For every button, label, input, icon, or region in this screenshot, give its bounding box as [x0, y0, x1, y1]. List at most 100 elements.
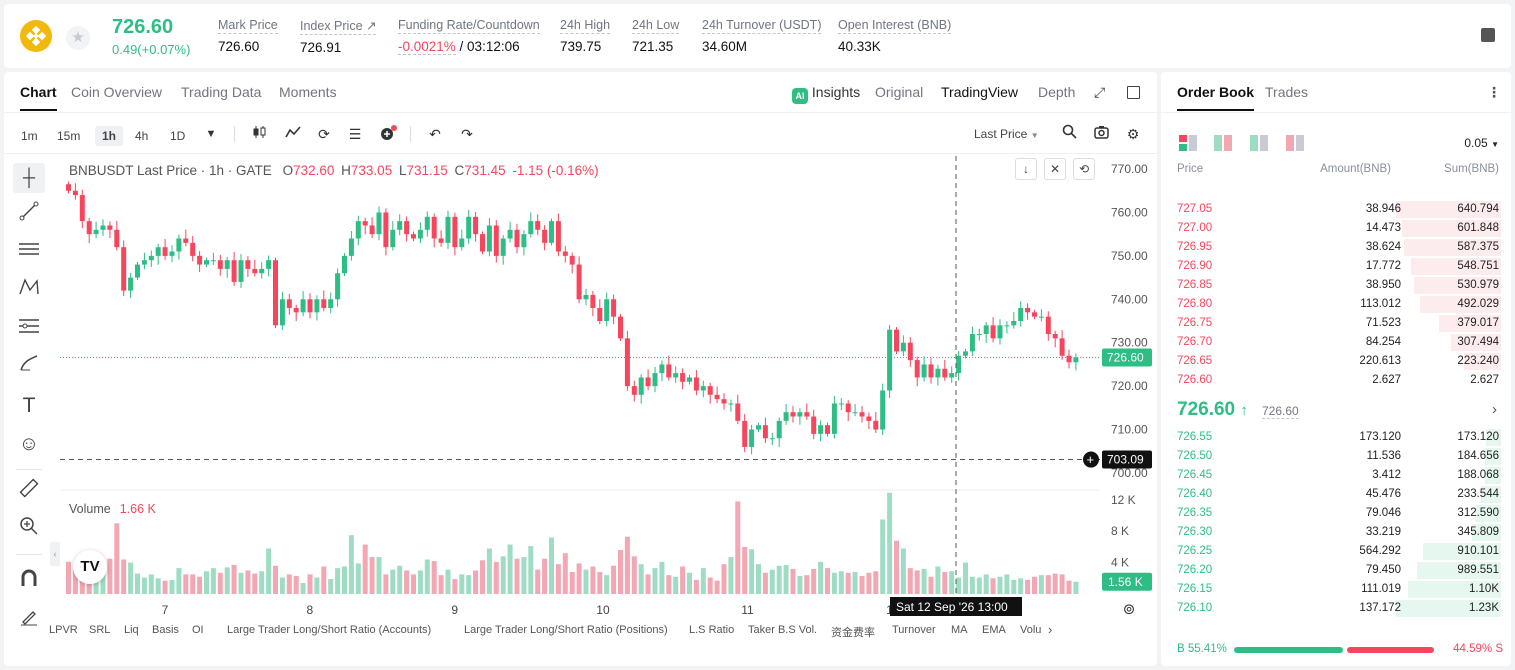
- depth-view-button[interactable]: Depth: [1038, 84, 1076, 100]
- interval-dropdown-icon[interactable]: ▼: [205, 128, 217, 140]
- tradingview-view-button[interactable]: TradingView: [941, 84, 1019, 100]
- fib-tool-icon[interactable]: [13, 315, 45, 345]
- ask-row[interactable]: 726.80 113.012 492.029: [1161, 295, 1511, 314]
- bid-row[interactable]: 726.50 11.536 184.656: [1161, 447, 1511, 466]
- ask-row[interactable]: 726.95 38.624 587.375: [1161, 238, 1511, 257]
- ask-row[interactable]: 727.00 14.473 601.848: [1161, 219, 1511, 238]
- interval-15m[interactable]: 15m: [57, 129, 81, 143]
- favorite-star-icon[interactable]: ★: [66, 26, 90, 50]
- bid-row[interactable]: 726.15 111.019 1.10K: [1161, 580, 1511, 599]
- indicator-6[interactable]: Large Trader Long/Short Ratio (Positions…: [464, 624, 668, 636]
- undo-icon[interactable]: ↶: [429, 126, 441, 142]
- pattern-tool-icon[interactable]: [13, 277, 45, 307]
- draw-lock-tool-icon[interactable]: [13, 606, 45, 636]
- candlestick-chart[interactable]: 770.00 760.00 750.00 740.00 730.00 720.00 710.…: [60, 156, 1154, 616]
- layout-split-icon[interactable]: [1214, 135, 1232, 154]
- candle-type-icon[interactable]: [250, 124, 270, 144]
- indicator-4[interactable]: OI: [192, 624, 204, 636]
- indicator-12[interactable]: EMA: [982, 624, 1006, 636]
- bid-row[interactable]: 726.40 45.476 233.544: [1161, 485, 1511, 504]
- add-alert-icon[interactable]: [378, 124, 398, 144]
- window-icon[interactable]: [1127, 86, 1140, 99]
- ask-row[interactable]: 726.70 84.254 307.494: [1161, 333, 1511, 352]
- guide-book-icon[interactable]: [1481, 28, 1495, 42]
- bid-row[interactable]: 726.35 79.046 312.590: [1161, 504, 1511, 523]
- emoji-tool-icon[interactable]: ☺: [18, 433, 40, 455]
- bid-row[interactable]: 726.25 564.292 910.101: [1161, 542, 1511, 561]
- bid-row[interactable]: 726.55 173.120 173.120: [1161, 428, 1511, 447]
- ask-row[interactable]: 727.05 38.946 640.794: [1161, 200, 1511, 219]
- stat-value: -0.0021% / 03:12:06: [398, 39, 540, 55]
- indicator-3[interactable]: Basis: [152, 624, 179, 636]
- layout-asks-icon[interactable]: [1286, 135, 1304, 154]
- scroll-down-icon[interactable]: ↓: [1015, 158, 1037, 180]
- indicator-13[interactable]: Volu: [1020, 624, 1042, 636]
- maximize-pane-icon[interactable]: ⟲: [1073, 158, 1095, 180]
- add-alert-plus-icon[interactable]: [1083, 451, 1099, 468]
- text-tool-icon[interactable]: T: [22, 394, 36, 417]
- indicator-2[interactable]: Liq: [124, 624, 139, 636]
- magnet-tool-icon[interactable]: [13, 568, 45, 598]
- candle-body: [362, 221, 368, 226]
- crosshair-tool-icon[interactable]: ┼: [13, 163, 45, 193]
- bid-row[interactable]: 726.20 79.450 989.551: [1161, 561, 1511, 580]
- tab-coin-overview[interactable]: Coin Overview: [71, 84, 163, 100]
- refresh-icon[interactable]: ⟳: [318, 126, 330, 142]
- tab-order-book[interactable]: Order Book: [1177, 84, 1255, 111]
- interval-1m[interactable]: 1m: [21, 129, 38, 143]
- insights-view-button[interactable]: AI Insights: [792, 84, 860, 104]
- ask-row[interactable]: 726.65 220.613 223.240: [1161, 352, 1511, 371]
- interval-4h[interactable]: 4h: [135, 129, 149, 143]
- tab-trading-data[interactable]: Trading Data: [181, 84, 262, 100]
- brush-tool-icon[interactable]: [13, 353, 45, 383]
- layout-both-icon[interactable]: [1179, 135, 1197, 154]
- volume-bar: [162, 580, 168, 594]
- indicators-more-icon[interactable]: ›: [1048, 622, 1053, 637]
- templates-icon[interactable]: ☰: [348, 126, 362, 142]
- indicator-5[interactable]: Large Trader Long/Short Ratio (Accounts): [227, 624, 432, 636]
- collapse-pane-icon[interactable]: ✕: [1044, 158, 1066, 180]
- interval-1h[interactable]: 1h: [95, 126, 124, 146]
- horizontal-lines-tool-icon[interactable]: [13, 239, 45, 269]
- tradingview-logo-icon[interactable]: TV: [73, 550, 107, 584]
- more-options-icon[interactable]: ⋮: [1487, 84, 1501, 100]
- indicator-10[interactable]: Turnover: [892, 624, 936, 636]
- indicator-0[interactable]: LPVR: [49, 624, 78, 636]
- ask-row[interactable]: 726.90 17.772 548.751: [1161, 257, 1511, 276]
- redo-icon[interactable]: ↷: [461, 126, 473, 142]
- indicator-7[interactable]: L.S Ratio: [689, 624, 735, 636]
- candle-body: [749, 429, 755, 447]
- trend-line-tool-icon[interactable]: [13, 201, 45, 231]
- search-icon[interactable]: [1059, 124, 1079, 144]
- bid-row[interactable]: 726.10 137.172 1.23K: [1161, 599, 1511, 618]
- tab-moments[interactable]: Moments: [279, 84, 337, 100]
- expand-icon[interactable]: ⤢: [1094, 84, 1106, 100]
- ask-row[interactable]: 726.75 71.523 379.017: [1161, 314, 1511, 333]
- tab-chart[interactable]: Chart: [20, 84, 57, 111]
- indicator-8[interactable]: Taker B.S Vol.: [748, 624, 818, 636]
- indicator-1[interactable]: SRL: [89, 624, 111, 636]
- ask-row[interactable]: 726.60 2.627 2.627: [1161, 371, 1511, 390]
- indicators-icon[interactable]: [283, 124, 303, 144]
- layout-bids-icon[interactable]: [1250, 135, 1268, 154]
- candle-body: [245, 260, 251, 269]
- settings-gear-icon[interactable]: ⚙: [1126, 126, 1140, 142]
- ask-row[interactable]: 726.85 38.950 530.979: [1161, 276, 1511, 295]
- indicator-9[interactable]: 资金费率: [831, 627, 875, 639]
- candle-body: [776, 420, 782, 439]
- ruler-tool-icon[interactable]: [13, 478, 45, 508]
- price-type-select[interactable]: Last Price ▼: [974, 127, 1039, 141]
- interval-1D[interactable]: 1D: [170, 129, 186, 143]
- bid-row[interactable]: 726.30 33.219 345.809: [1161, 523, 1511, 542]
- camera-icon[interactable]: [1091, 124, 1111, 144]
- precision-select[interactable]: 0.05 ▼: [1464, 136, 1499, 150]
- indicator-11[interactable]: MA: [951, 624, 968, 636]
- original-view-button[interactable]: Original: [875, 84, 924, 100]
- mid-chevron-icon[interactable]: ›: [1492, 401, 1497, 418]
- zoom-in-tool-icon[interactable]: [13, 516, 45, 546]
- tab-trades[interactable]: Trades: [1265, 84, 1309, 100]
- bid-row[interactable]: 726.45 3.412 188.068: [1161, 466, 1511, 485]
- time-axis-settings-icon[interactable]: ⊚: [1122, 601, 1136, 618]
- volume-bar: [907, 568, 913, 594]
- collapse-toolbar-icon[interactable]: ‹: [50, 542, 60, 566]
